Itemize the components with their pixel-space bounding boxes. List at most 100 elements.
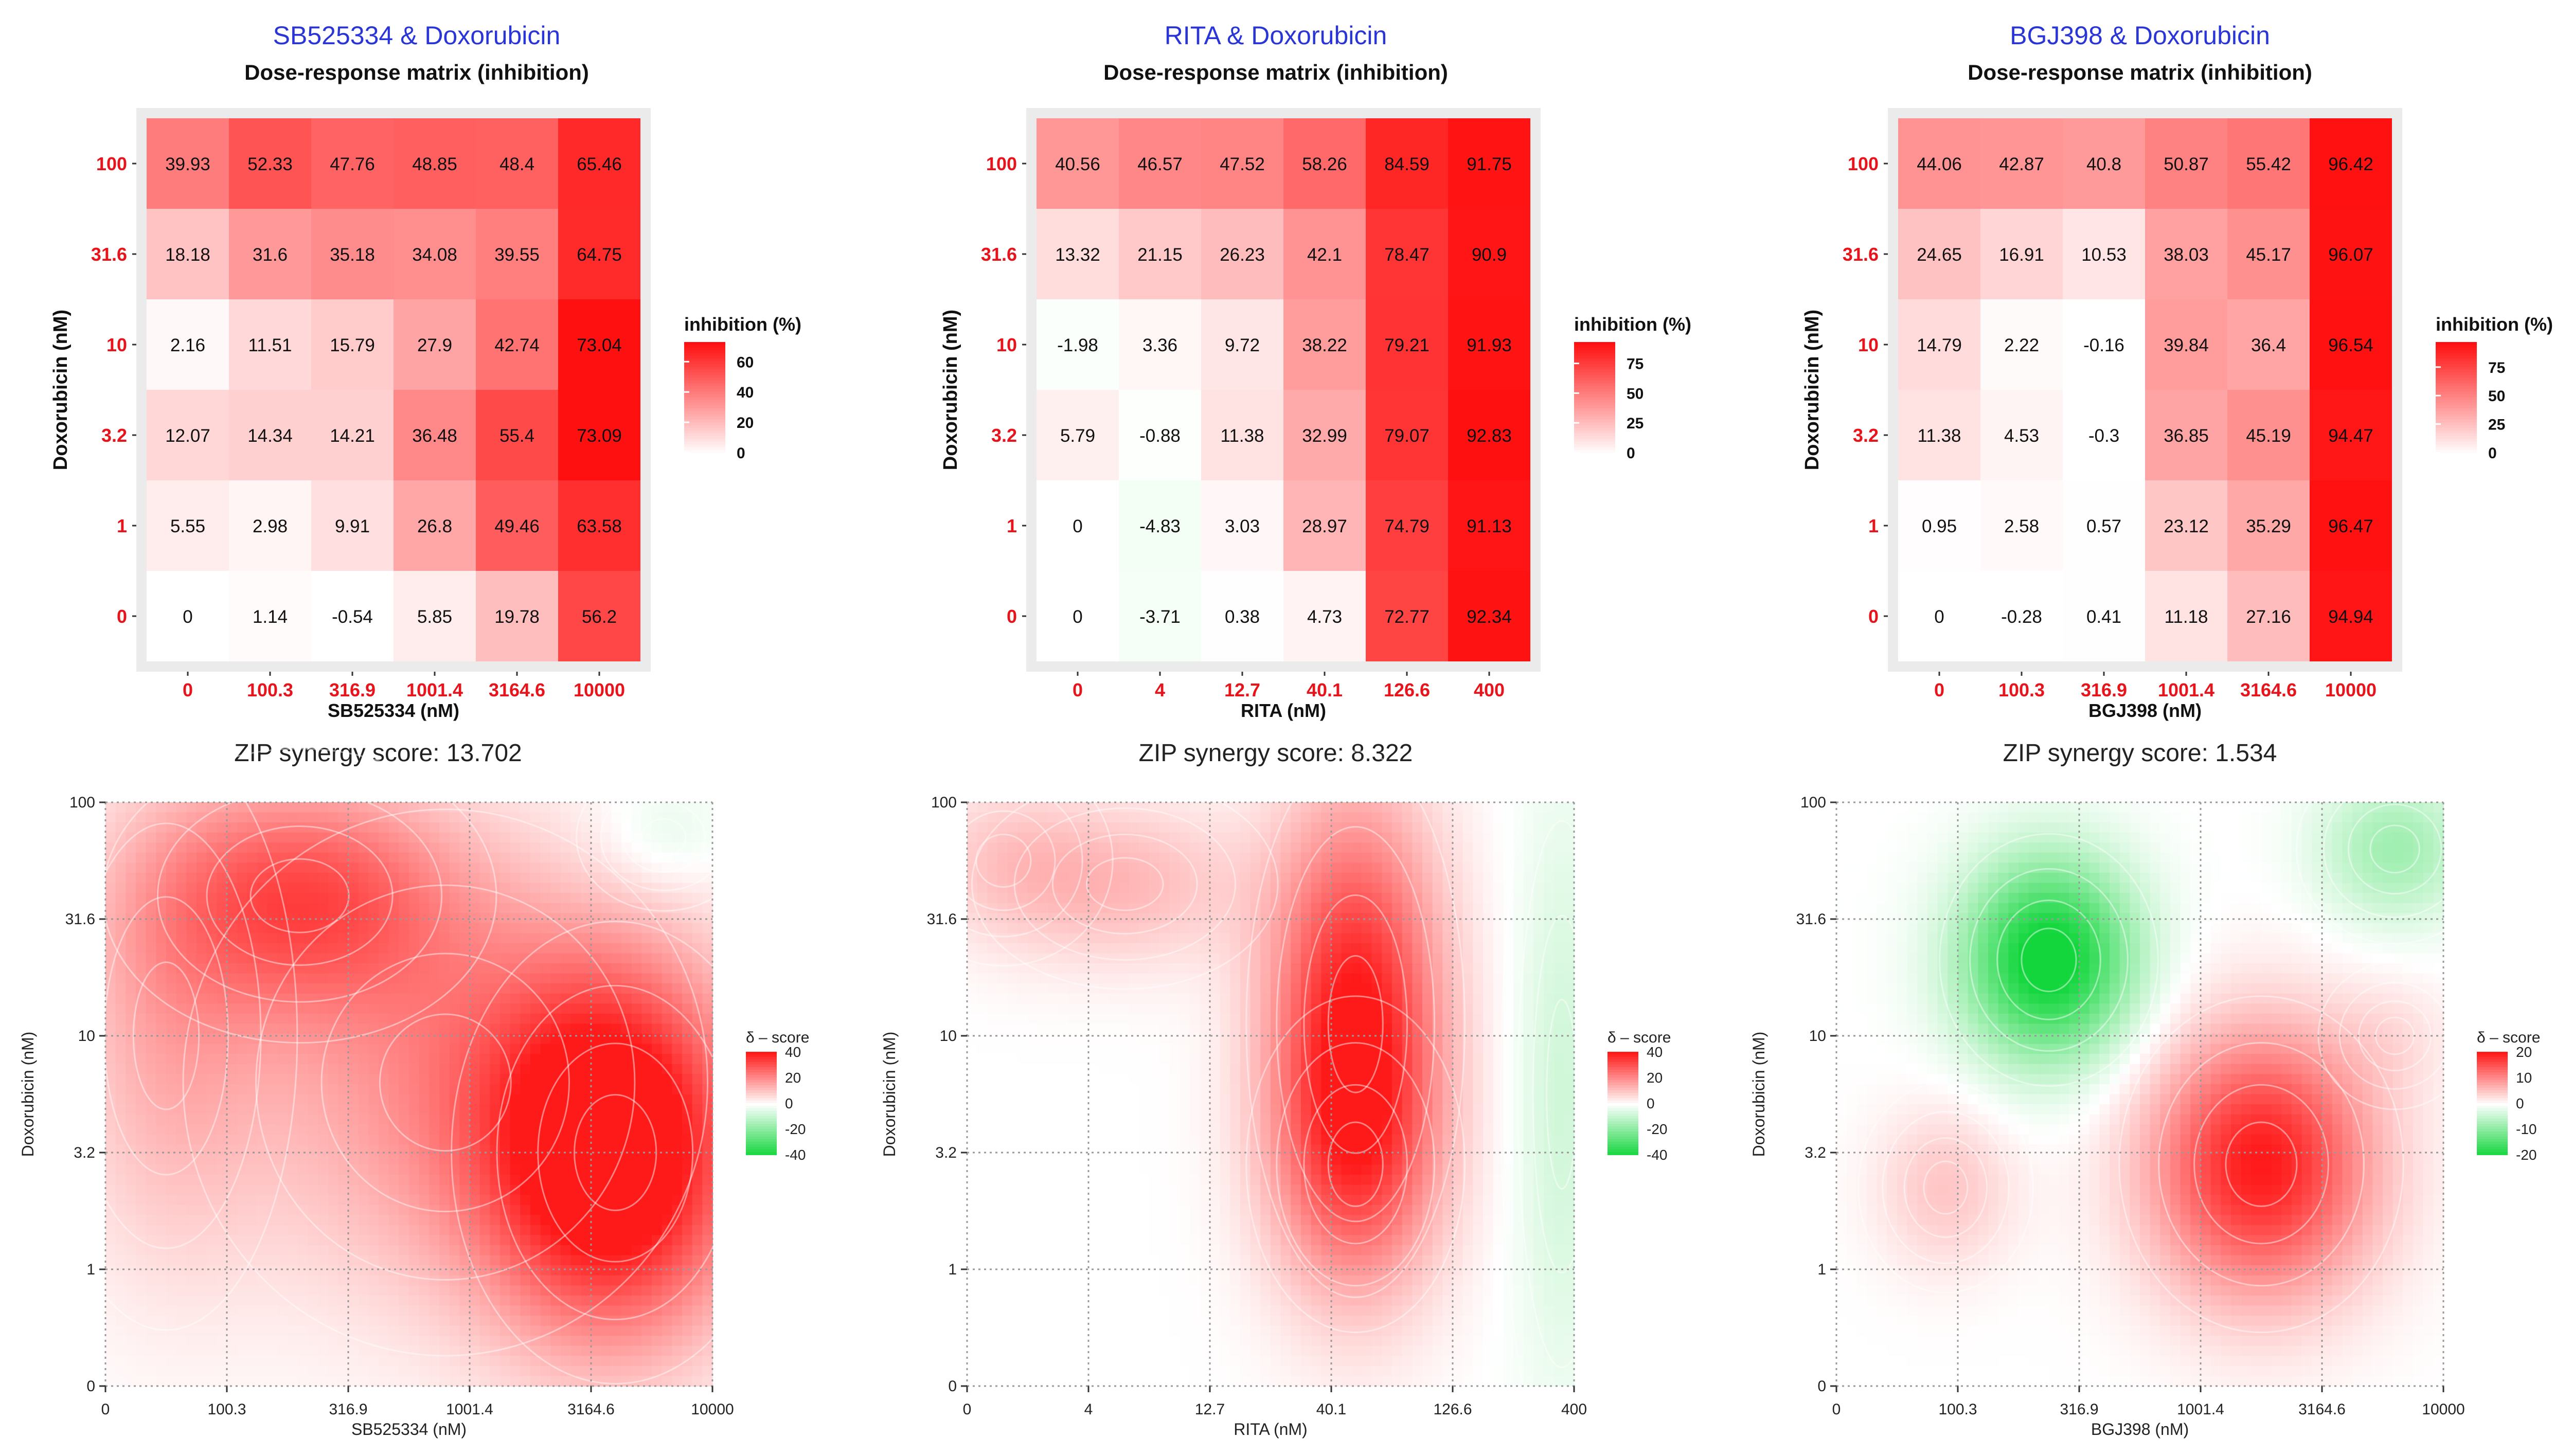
surface-cell [611,1376,622,1387]
surface-cell [581,1104,592,1115]
surface-cell [105,1215,116,1226]
surface-cell [348,1245,359,1256]
surface-cell [631,1376,642,1387]
surface-cell [429,1104,440,1115]
surface-cell [682,1376,693,1387]
surface-cell [621,852,632,864]
surface-cell [530,1356,541,1367]
surface-cell [652,1013,663,1024]
surface-cell [126,862,136,873]
surface-cell [105,802,116,813]
chart-title: Dose-response matrix (inhibition) [1968,60,2312,84]
surface-cell [328,802,339,813]
heatmap-cell [1366,390,1448,480]
surface-cell [479,1305,491,1316]
surface-cell [561,1023,571,1034]
cell-value: 50.87 [2164,154,2209,174]
surface-cell [1098,802,1110,813]
surface-cell [308,822,318,833]
surface-cell [328,1215,339,1226]
surface-cell [146,1124,157,1135]
surface-cell [237,973,248,984]
surface-cell [297,1044,309,1055]
surface-cell [126,1356,136,1367]
surface-cell [479,1356,491,1367]
surface-cell [662,1255,673,1266]
surface-cell [987,852,998,864]
surface-cell [581,1044,592,1055]
surface-cell [500,1124,511,1135]
surface-cell [692,822,703,833]
surface-cell [570,1316,582,1326]
surface-cell [206,1356,218,1367]
surface-cell [479,1094,491,1105]
legend-gradient-step [2436,414,2477,418]
surface-cell [146,1305,157,1316]
surface-cell [1321,832,1332,843]
surface-cell [257,1345,268,1357]
surface-cell [277,963,288,974]
surface-cell [702,953,713,964]
surface-cell [217,1255,227,1266]
surface-cell [419,1316,430,1326]
surface-cell [368,1376,379,1387]
surface-cell [146,963,157,974]
surface-cell [591,842,602,853]
heatmap-cell [1980,480,2063,571]
surface-cell [520,812,531,823]
surface-cell [166,1255,177,1266]
surface-cell [621,1154,632,1165]
surface-cell [358,802,369,813]
surface-cell [328,1094,339,1105]
surface-cell [641,862,652,873]
surface-cell [257,842,268,853]
surface-cell [277,893,288,904]
surface-cell [288,1245,298,1256]
surface-cell [1351,933,1362,944]
surface-cell [419,1044,430,1055]
surface-cell [227,1345,238,1357]
surface-cell [146,812,157,823]
surface-cell [621,993,632,1004]
surface-cell [267,1275,278,1286]
surface-cell [1453,893,1463,904]
surface-cell [419,1265,430,1276]
surface-cell [682,1104,693,1115]
surface-cell [550,1134,561,1145]
surface-cell [550,1305,561,1316]
surface-cell [237,993,248,1004]
surface-cell [1169,842,1180,853]
surface-cell [611,1154,622,1165]
surface-cell [419,1205,430,1216]
surface-cell [358,1074,369,1085]
surface-cell [429,1265,440,1276]
surface-cell [1139,822,1150,833]
surface-cell [115,923,127,934]
surface-cell [621,1034,632,1045]
surface-cell [530,1064,541,1075]
surface-cell [520,1184,531,1196]
surface-cell [570,1275,582,1286]
surface-cell [358,1064,369,1075]
surface-cell [399,1104,409,1115]
surface-cell [682,1265,693,1276]
surface-cell [621,812,632,823]
surface-cell [136,933,147,944]
surface-cell [297,1013,309,1024]
surface-cell [288,903,298,914]
surface-cell [288,1134,298,1145]
surface-cell [611,1215,622,1226]
surface-cell [186,812,197,823]
surface-cell [530,903,541,914]
surface-cell [561,1144,571,1155]
surface-cell [379,983,389,994]
cell-value: 2.98 [253,516,288,536]
surface-cell [1422,872,1433,884]
surface-cell [682,973,693,984]
surface-cell [479,1023,491,1034]
surface-cell [561,1305,571,1316]
surface-cell [550,1265,561,1276]
surface-cell [388,943,400,954]
surface-cell [409,983,420,994]
surface-cell [1513,862,1524,873]
